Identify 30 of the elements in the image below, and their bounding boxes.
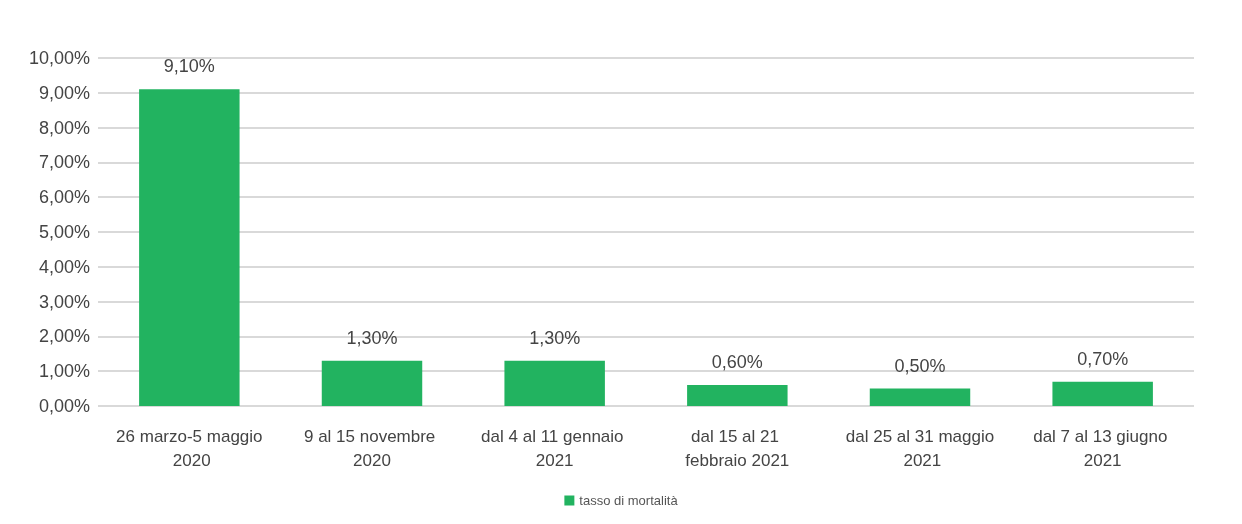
data-label: 0,70%: [1077, 348, 1129, 369]
y-tick-label: 5,00%: [38, 222, 90, 242]
bar: [869, 388, 971, 406]
bar: [504, 360, 605, 406]
y-tick-label: 9,00%: [38, 82, 90, 103]
data-label: 9,10%: [163, 56, 215, 77]
y-tick-label: 8,00%: [38, 117, 90, 138]
x-tick-label: 26 marzo-5 maggio 2020: [116, 426, 263, 470]
y-tick-label: 7,00%: [38, 152, 90, 173]
bar: [687, 385, 788, 406]
y-tick-label: 6,00%: [38, 187, 90, 208]
bar: [321, 360, 423, 406]
y-tick-label: 3,00%: [38, 291, 90, 312]
legend-label: tasso di mortalità: [579, 493, 679, 508]
data-label: 0,50%: [894, 355, 946, 376]
data-label: 1,30%: [529, 327, 581, 348]
x-tick-label: dal 4 al 11 gennaio 2021: [481, 426, 629, 470]
y-tick-label: 0,00%: [38, 396, 90, 416]
data-label: 0,60%: [711, 352, 763, 373]
bar: [1052, 381, 1153, 406]
x-tick-label: 9 al 15 novembre 2020: [303, 426, 441, 470]
y-tick-label: 2,00%: [38, 326, 90, 347]
y-tick-label: 10,00%: [28, 48, 90, 68]
y-tick-label: 4,00%: [38, 256, 90, 277]
x-tick-label: dal 25 al 31 maggio 2021: [845, 426, 995, 470]
y-tick-label: 1,00%: [38, 361, 90, 382]
bar: [139, 89, 240, 406]
x-tick-label: dal 7 al 13 giugno 2021: [1033, 426, 1173, 470]
x-tick-label: dal 15 al 21 febbraio 2021: [685, 426, 790, 470]
data-label: 1,30%: [346, 327, 398, 348]
